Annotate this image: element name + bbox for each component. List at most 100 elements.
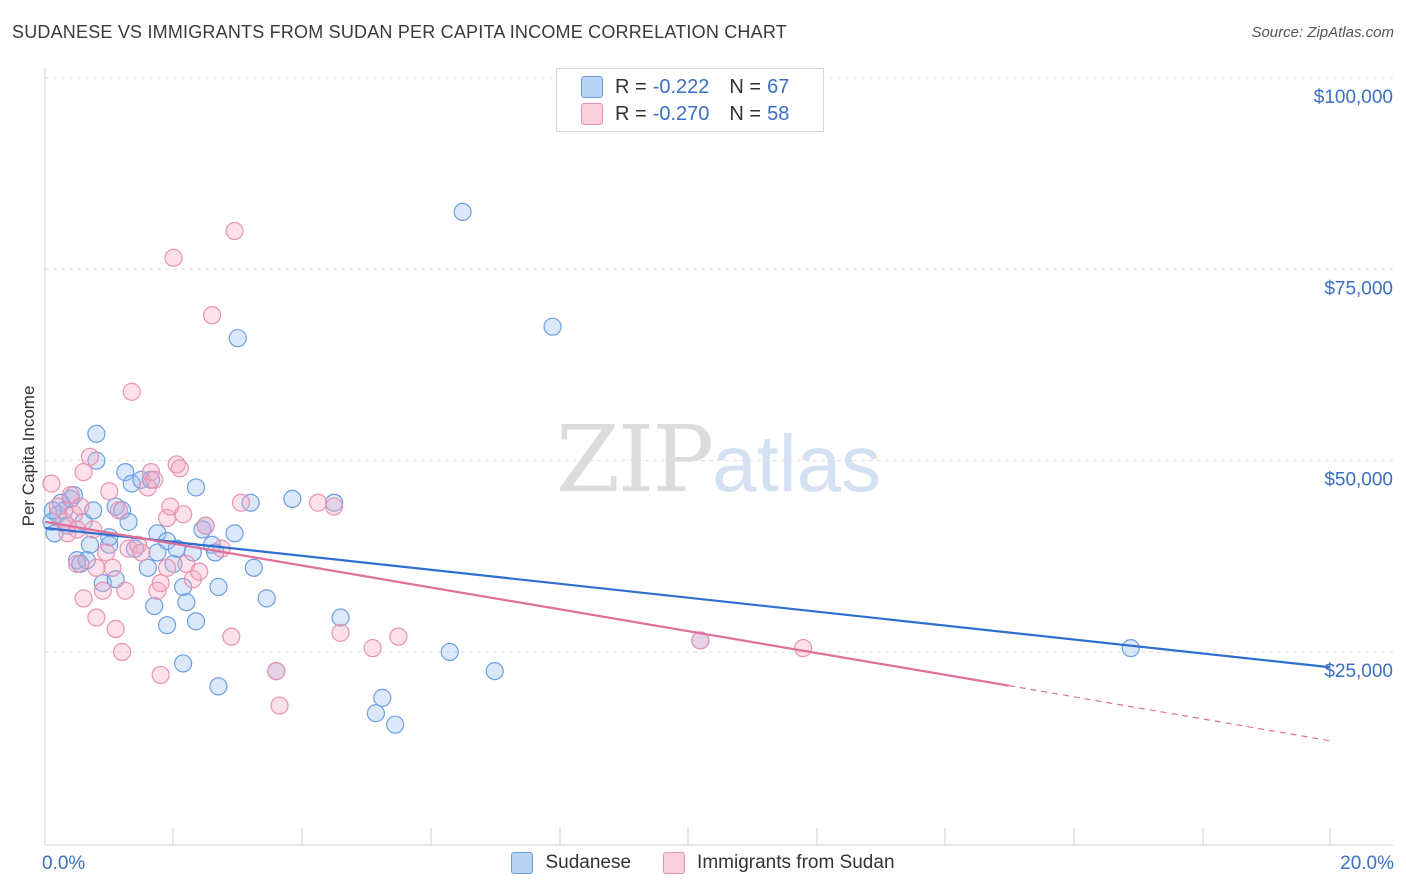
legend-swatch-immigrants bbox=[581, 103, 603, 125]
trend-line-immigrants-extrapolated bbox=[1008, 685, 1331, 742]
data-point-immigrants bbox=[74, 463, 93, 482]
data-point-immigrants bbox=[174, 505, 193, 524]
legend-n-label: N = bbox=[729, 102, 762, 125]
data-point-immigrants bbox=[122, 382, 141, 401]
data-point-immigrants bbox=[68, 520, 87, 539]
data-point-sudanese bbox=[80, 535, 100, 554]
data-point-sudanese bbox=[174, 577, 193, 597]
data-point-immigrants bbox=[196, 516, 215, 535]
data-point-sudanese bbox=[228, 329, 247, 348]
data-point-sudanese bbox=[373, 688, 392, 707]
data-point-sudanese bbox=[209, 677, 228, 696]
data-point-immigrants bbox=[308, 493, 328, 512]
data-point-sudanese bbox=[257, 589, 276, 608]
axes bbox=[44, 68, 1393, 846]
legend-r-value: -0.222 bbox=[652, 75, 710, 98]
data-point-immigrants bbox=[225, 221, 244, 241]
data-point-immigrants bbox=[691, 631, 710, 650]
y-tick-label: $25,000 bbox=[1324, 661, 1393, 682]
data-point-immigrants bbox=[112, 642, 132, 662]
legend-row-sudanese: R = -0.222 N = 67 bbox=[581, 75, 789, 99]
legend-n-value: 58 bbox=[767, 102, 790, 125]
data-point-sudanese bbox=[331, 608, 350, 627]
data-point-immigrants bbox=[389, 627, 408, 646]
legend-r-label: R = bbox=[615, 102, 647, 125]
data-point-sudanese bbox=[453, 202, 472, 222]
data-point-immigrants bbox=[325, 497, 344, 516]
data-point-sudanese bbox=[116, 463, 135, 482]
watermark-atlas: atlas bbox=[712, 419, 882, 508]
chart-title: SUDANESE VS IMMIGRANTS FROM SUDAN PER CA… bbox=[12, 22, 787, 42]
data-point-immigrants bbox=[100, 482, 119, 501]
trend-lines bbox=[44, 520, 1331, 742]
data-point-immigrants bbox=[71, 497, 90, 516]
data-point-immigrants bbox=[164, 248, 183, 267]
data-point-immigrants bbox=[170, 459, 190, 478]
series-legend-immigrants[interactable]: Immigrants from Sudan bbox=[663, 852, 895, 874]
data-point-immigrants bbox=[157, 558, 177, 577]
data-point-sudanese bbox=[77, 551, 96, 570]
legend-n-label: N = bbox=[729, 75, 762, 98]
y-tick-label: $75,000 bbox=[1324, 278, 1393, 299]
data-point-sudanese bbox=[241, 493, 260, 512]
series-label-sudanese: Sudanese bbox=[545, 852, 632, 873]
watermark: ZIPatlas bbox=[556, 406, 881, 513]
data-point-immigrants bbox=[270, 696, 289, 715]
data-point-immigrants bbox=[222, 627, 241, 646]
legend-swatch-sudanese bbox=[581, 76, 603, 98]
data-point-sudanese bbox=[186, 478, 206, 497]
data-point-immigrants bbox=[151, 665, 170, 685]
data-point-immigrants bbox=[331, 623, 350, 642]
data-point-sudanese bbox=[177, 593, 196, 612]
data-point-immigrants bbox=[151, 573, 170, 593]
data-point-sudanese bbox=[87, 424, 106, 443]
data-point-sudanese bbox=[1121, 639, 1140, 658]
data-point-immigrants bbox=[68, 554, 87, 574]
data-point-sudanese bbox=[543, 317, 562, 336]
immigrants-points bbox=[42, 221, 813, 715]
data-point-sudanese bbox=[225, 524, 244, 543]
data-point-immigrants bbox=[93, 581, 112, 600]
data-point-immigrants bbox=[231, 493, 251, 512]
sudanese-points bbox=[42, 202, 1140, 734]
data-point-sudanese bbox=[283, 489, 302, 509]
data-point-immigrants bbox=[87, 558, 106, 577]
data-point-immigrants bbox=[103, 558, 122, 577]
y-axis-label: Per Capita Income bbox=[19, 386, 38, 527]
data-point-sudanese bbox=[485, 662, 504, 681]
watermark-zip: ZIP bbox=[556, 406, 714, 513]
data-point-immigrants bbox=[132, 543, 151, 562]
data-point-sudanese bbox=[386, 715, 405, 734]
source-label: Source: ZipAtlas.com bbox=[1251, 24, 1394, 41]
data-point-sudanese bbox=[244, 558, 263, 577]
data-point-sudanese bbox=[440, 642, 459, 662]
stats-legend: R = -0.222 N = 67 R = -0.270 N = 58 bbox=[556, 68, 824, 132]
series-legend: Sudanese Immigrants from Sudan bbox=[0, 852, 1406, 874]
legend-n-value: 67 bbox=[767, 75, 790, 98]
data-point-immigrants bbox=[106, 619, 125, 639]
data-point-immigrants bbox=[96, 543, 116, 562]
data-point-immigrants bbox=[145, 470, 164, 489]
data-point-immigrants bbox=[116, 581, 135, 600]
data-point-sudanese bbox=[138, 558, 157, 577]
data-point-immigrants bbox=[80, 447, 100, 466]
data-point-immigrants bbox=[190, 562, 209, 581]
x-tick-label: 20.0% bbox=[1340, 853, 1394, 874]
series-legend-sudanese[interactable]: Sudanese bbox=[511, 852, 631, 874]
y-tick-label: $100,000 bbox=[1314, 87, 1393, 108]
series-swatch-sudanese bbox=[511, 852, 534, 874]
data-point-sudanese bbox=[145, 596, 164, 616]
x-tick-label: 0.0% bbox=[42, 853, 85, 874]
axis-labels: $25,000 $50,000 $75,000 $100,000 0.0% 20.0% Pe… bbox=[19, 87, 1394, 874]
trend-line-sudanese bbox=[44, 526, 1331, 669]
data-point-immigrants bbox=[74, 589, 93, 608]
data-point-immigrants bbox=[87, 608, 106, 627]
data-point-sudanese bbox=[325, 493, 344, 512]
y-tick-label: $50,000 bbox=[1324, 470, 1393, 491]
data-point-sudanese bbox=[157, 616, 177, 635]
data-point-sudanese bbox=[209, 577, 228, 597]
data-point-sudanese bbox=[186, 612, 206, 631]
legend-r-value: -0.270 bbox=[652, 102, 710, 125]
series-swatch-immigrants bbox=[663, 852, 686, 874]
